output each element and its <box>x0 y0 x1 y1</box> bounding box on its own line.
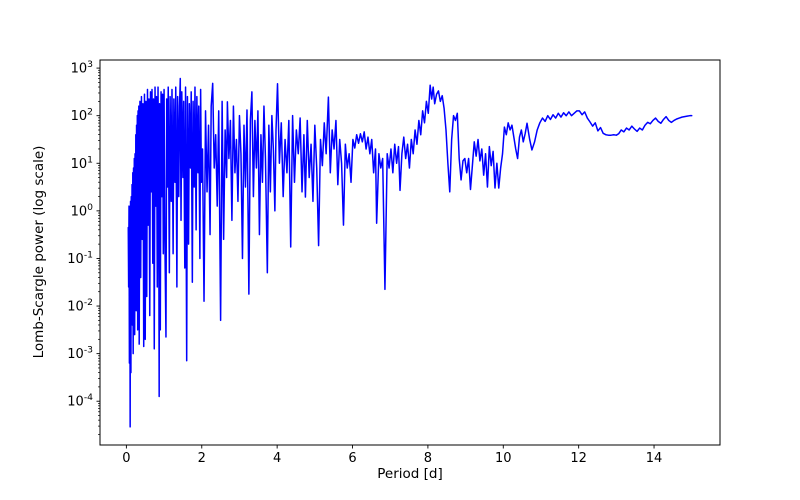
y-axis: 10-4 10-3 10-2 10-1 100 101 102 103 <box>67 59 100 435</box>
x-tick-label: 4 <box>273 451 281 466</box>
y-tick-label: 10-2 <box>67 297 93 315</box>
x-tick-label: 8 <box>424 451 432 466</box>
x-axis-label: Period [d] <box>377 466 443 482</box>
data-line-series <box>127 77 693 428</box>
y-tick-label: 10-1 <box>67 249 93 267</box>
x-axis: 0 2 4 6 8 10 12 14 <box>122 445 662 466</box>
x-tick-label: 14 <box>646 451 663 466</box>
y-tick-label: 101 <box>71 154 93 172</box>
y-tick-label: 102 <box>71 107 93 125</box>
x-tick-label: 2 <box>198 451 206 466</box>
x-tick-label: 6 <box>348 451 356 466</box>
y-tick-label: 10-4 <box>67 392 93 410</box>
y-tick-label: 100 <box>71 202 94 220</box>
x-tick-label: 0 <box>122 451 130 466</box>
x-tick-label: 12 <box>570 451 587 466</box>
x-tick-label: 10 <box>495 451 512 466</box>
lomb-scargle-power-line <box>127 77 693 428</box>
y-axis-label: Lomb-Scargle power (log scale) <box>31 146 47 359</box>
y-tick-label: 10-3 <box>67 345 93 363</box>
plot-area <box>99 59 721 446</box>
axes-spines <box>99 59 721 446</box>
y-tick-label: 103 <box>71 59 94 77</box>
